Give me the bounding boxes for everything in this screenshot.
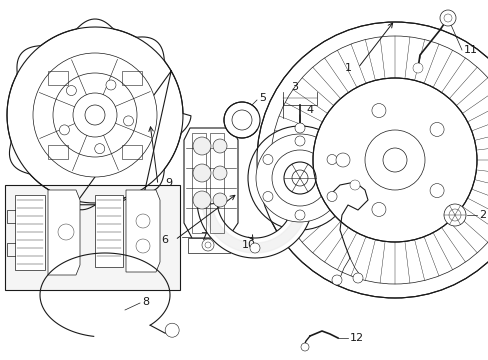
Circle shape	[231, 110, 251, 130]
Circle shape	[443, 14, 451, 22]
Circle shape	[371, 202, 385, 216]
Circle shape	[249, 243, 260, 253]
Circle shape	[439, 10, 455, 26]
Text: 4: 4	[305, 105, 312, 115]
Circle shape	[352, 273, 362, 283]
Circle shape	[256, 134, 343, 222]
Text: 1: 1	[345, 63, 351, 73]
Text: 2: 2	[478, 210, 485, 220]
Polygon shape	[7, 19, 191, 210]
Circle shape	[448, 209, 460, 221]
Circle shape	[412, 63, 422, 73]
Text: 3: 3	[291, 82, 298, 92]
Text: 7: 7	[200, 232, 207, 242]
Polygon shape	[126, 190, 160, 272]
Circle shape	[53, 73, 137, 157]
Circle shape	[106, 80, 116, 90]
Circle shape	[326, 154, 336, 165]
Circle shape	[443, 204, 465, 226]
Circle shape	[193, 164, 210, 182]
Circle shape	[294, 136, 305, 146]
Text: 8: 8	[142, 297, 149, 307]
Polygon shape	[15, 195, 45, 270]
Circle shape	[193, 191, 210, 209]
Circle shape	[294, 210, 305, 220]
Circle shape	[165, 323, 179, 337]
Circle shape	[429, 184, 443, 198]
Circle shape	[257, 22, 488, 298]
Circle shape	[271, 150, 327, 206]
Polygon shape	[183, 128, 238, 238]
Polygon shape	[187, 238, 229, 253]
Circle shape	[291, 170, 307, 186]
Circle shape	[294, 123, 305, 133]
Polygon shape	[203, 207, 304, 253]
Circle shape	[136, 214, 150, 228]
Circle shape	[429, 122, 443, 136]
Circle shape	[263, 154, 272, 165]
Circle shape	[202, 239, 214, 251]
Polygon shape	[48, 190, 80, 275]
Polygon shape	[7, 27, 183, 205]
Text: 13: 13	[381, 215, 395, 225]
Circle shape	[224, 102, 260, 138]
Circle shape	[204, 242, 210, 248]
Text: 11: 11	[463, 45, 477, 55]
Bar	[5, 185, 180, 290]
Circle shape	[85, 105, 105, 125]
Text: 12: 12	[349, 333, 364, 343]
Circle shape	[331, 275, 341, 285]
Circle shape	[58, 224, 74, 240]
Circle shape	[136, 239, 150, 253]
Circle shape	[213, 166, 226, 180]
Text: 10: 10	[242, 240, 256, 250]
Circle shape	[263, 192, 272, 202]
Circle shape	[312, 78, 476, 242]
Circle shape	[73, 93, 117, 137]
Polygon shape	[197, 203, 310, 258]
Text: 6: 6	[161, 235, 168, 245]
Circle shape	[123, 116, 133, 126]
Circle shape	[301, 343, 308, 351]
Circle shape	[326, 192, 336, 202]
Circle shape	[213, 193, 226, 207]
Circle shape	[284, 162, 315, 194]
Circle shape	[193, 137, 210, 155]
Circle shape	[371, 104, 385, 118]
Circle shape	[95, 144, 104, 154]
Circle shape	[349, 180, 359, 190]
Circle shape	[60, 125, 69, 135]
Text: 9: 9	[164, 178, 172, 188]
Text: 5: 5	[259, 93, 265, 103]
Circle shape	[33, 53, 157, 177]
Circle shape	[66, 86, 76, 95]
Circle shape	[382, 148, 406, 172]
Polygon shape	[95, 195, 123, 267]
Circle shape	[247, 126, 351, 230]
Circle shape	[335, 153, 349, 167]
Circle shape	[213, 139, 226, 153]
